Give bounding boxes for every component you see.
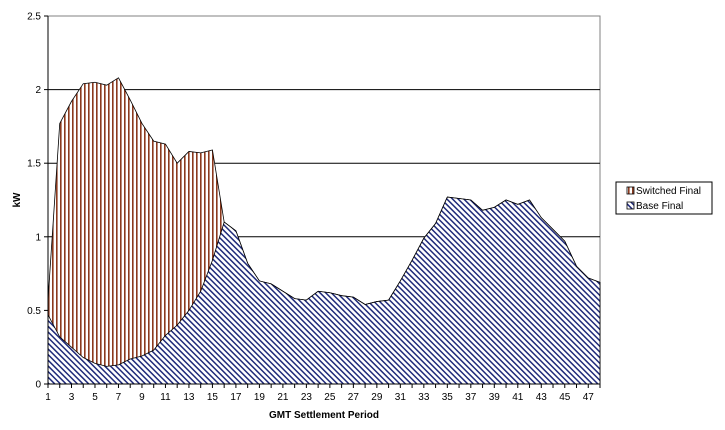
x-tick-label-8: 17 (230, 392, 242, 403)
x-tick-label-7: 15 (207, 392, 219, 403)
x-axis-title: GMT Settlement Period (269, 410, 379, 421)
y-tick-label-2: 1 (35, 232, 41, 243)
x-tick-label-3: 7 (116, 392, 122, 403)
legend-label-switched: Switched Final (636, 186, 701, 197)
x-tick-label-5: 11 (160, 392, 171, 403)
area-series-1 (47, 196, 601, 385)
x-tick-label-6: 13 (183, 392, 195, 403)
legend: Switched Final Base Final (615, 181, 713, 215)
legend-label-base: Base Final (636, 201, 683, 212)
axes (44, 15, 601, 388)
x-tick-label-11: 23 (301, 392, 313, 403)
x-tick-label-17: 35 (442, 392, 454, 403)
area-series (47, 77, 601, 385)
x-tick-label-14: 29 (371, 392, 383, 403)
legend-swatch-base (626, 201, 635, 210)
x-tick-label-16: 33 (418, 392, 430, 403)
x-tick-label-23: 47 (583, 392, 595, 403)
x-tick-label-20: 41 (512, 392, 524, 403)
x-tick-label-4: 9 (139, 392, 145, 403)
x-tick-label-22: 45 (559, 392, 571, 403)
x-tick-label-0: 1 (45, 392, 51, 403)
x-tick-label-1: 3 (69, 392, 75, 403)
x-tick-label-21: 43 (536, 392, 548, 403)
x-tick-label-15: 31 (395, 392, 407, 403)
x-tick-label-18: 37 (465, 392, 477, 403)
y-tick-label-3: 1.5 (27, 159, 41, 170)
x-tick-label-19: 39 (489, 392, 501, 403)
x-tick-label-2: 5 (92, 392, 98, 403)
x-tick-label-10: 21 (277, 392, 289, 403)
x-tick-labels: 1 3 5 7 9 11 13 15 17 19 21 23 25 27 29 31 33 35 37 39 41 43 4… (45, 392, 594, 403)
y-tick-label-0: 0 (35, 380, 41, 391)
x-tick-label-9: 19 (254, 392, 266, 403)
y-tick-labels: 0 0.5 1 1.5 2 2.5 (27, 12, 41, 391)
x-tick-label-12: 25 (324, 392, 336, 403)
y-axis-title: kW (12, 192, 23, 208)
legend-swatch-switched (626, 186, 635, 195)
x-tick-label-13: 27 (348, 392, 360, 403)
y-tick-label-1: 0.5 (27, 306, 41, 317)
y-tick-label-4: 2 (35, 85, 41, 96)
y-tick-label-5: 2.5 (27, 12, 41, 23)
